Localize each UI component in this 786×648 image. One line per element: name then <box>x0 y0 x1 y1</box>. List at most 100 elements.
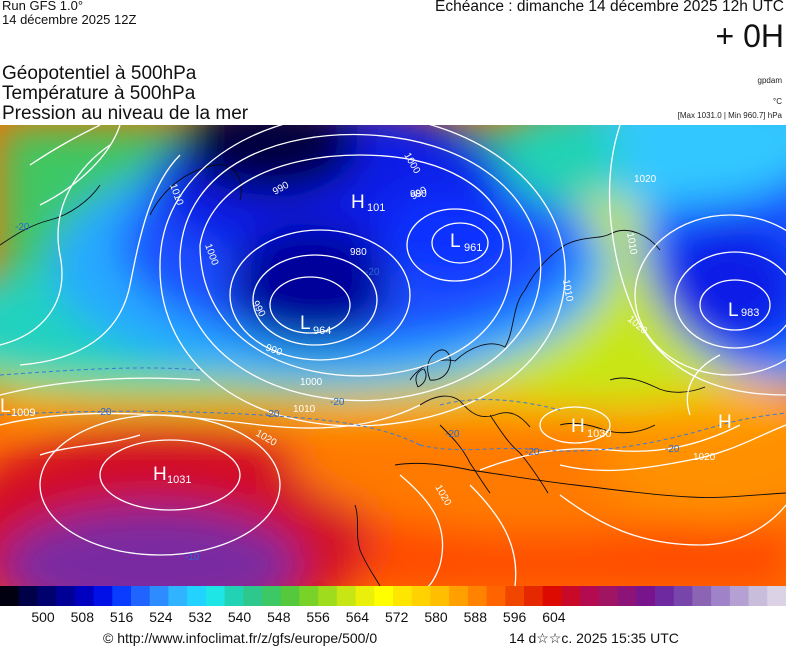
color-scale-tick: 588 <box>463 609 487 625</box>
center-high-value: 1031 <box>167 474 191 486</box>
isobar-label: 1020 <box>634 174 657 185</box>
color-scale-tick: 556 <box>306 609 330 625</box>
color-swatch <box>449 586 469 606</box>
isotherm-label: -20 <box>15 222 30 233</box>
isotherm-label: -20 <box>665 444 680 455</box>
isobar-label: 1010 <box>293 404 316 415</box>
isobar-label: 1010 <box>624 232 639 256</box>
run-date-label: 14 décembre 2025 12Z <box>2 12 137 27</box>
isotherm-label: -10 <box>185 552 200 563</box>
color-swatch <box>336 586 357 606</box>
isotherm-labels: -20 -20 -20 -20 -20 -10 -20 -20 -20 <box>15 222 680 563</box>
color-swatch <box>0 586 20 606</box>
color-swatch <box>74 586 95 606</box>
color-swatch <box>355 586 375 606</box>
color-swatch <box>580 586 600 606</box>
unit-gpdam: gpdam <box>757 76 782 85</box>
color-swatch <box>561 586 581 606</box>
color-swatch <box>748 586 768 606</box>
color-swatch <box>655 586 675 606</box>
center-high-label: H <box>351 192 365 213</box>
color-swatch <box>598 586 619 606</box>
isotherm-label: -20 <box>445 429 460 440</box>
color-scale-tick: 500 <box>31 609 55 625</box>
generation-date: 14 d☆☆c. 2025 15:35 UTC <box>509 630 679 646</box>
center-high-value: 101 <box>367 202 385 214</box>
color-swatch <box>205 586 226 606</box>
color-swatch <box>393 586 413 606</box>
center-high-value: 1030 <box>587 428 611 440</box>
isotherm-label: -20 <box>330 397 345 408</box>
color-swatch <box>262 586 282 606</box>
color-scale-bar <box>0 586 786 606</box>
center-low-label: L <box>0 396 11 417</box>
center-low-label: L <box>300 313 311 334</box>
color-swatch <box>617 586 637 606</box>
isobar-label: 1000 <box>300 377 323 388</box>
color-scale-tick: 548 <box>267 609 291 625</box>
color-scale-tick: 508 <box>70 609 94 625</box>
center-low-value: 964 <box>313 325 331 337</box>
color-swatch <box>37 586 57 606</box>
isotherm-label: -20 <box>525 447 540 458</box>
isotherm-label: -20 <box>97 407 112 418</box>
isobar-label: 980 <box>410 189 427 200</box>
weather-map: H 101 L 961 L 964 L 983 L 1009 H 1031 H … <box>0 125 786 586</box>
color-swatch <box>729 586 750 606</box>
color-swatch <box>56 586 76 606</box>
title-temperature: Température à 500hPa <box>2 83 196 104</box>
isobar-label: 980 <box>350 247 367 258</box>
color-swatch <box>542 586 563 606</box>
title-pressure: Pression au niveau de la mer <box>2 103 249 124</box>
color-swatch <box>524 586 544 606</box>
color-scale-tick: 524 <box>149 609 173 625</box>
center-low-label: L <box>728 300 739 321</box>
pressure-max-min: [Max 1031.0 | Min 960.7] hPa <box>677 111 782 120</box>
unit-celsius: °C <box>773 97 782 106</box>
isobar-label: 1010 <box>560 279 575 303</box>
color-swatch <box>93 586 113 606</box>
color-scale-tick: 532 <box>188 609 212 625</box>
color-swatch <box>505 586 525 606</box>
color-swatch <box>318 586 338 606</box>
isobars <box>0 125 786 586</box>
center-low-value: 961 <box>464 242 482 254</box>
lead-time: + 0H <box>715 18 784 54</box>
color-swatch <box>374 586 394 606</box>
source-url[interactable]: © http://www.infoclimat.fr/z/gfs/europe/… <box>103 630 378 646</box>
title-geopotential: Géopotentiel à 500hPa <box>2 63 197 84</box>
color-swatch <box>112 586 132 606</box>
center-high-label: H <box>153 464 167 485</box>
center-low-value: 983 <box>741 307 759 319</box>
color-scale-tick: 540 <box>227 609 252 625</box>
isotherm-label: -20 <box>265 409 280 420</box>
isotherm-label: -20 <box>365 267 380 278</box>
isobar-label: 1020 <box>693 452 716 463</box>
color-swatch <box>767 586 786 606</box>
isotherms <box>0 367 786 452</box>
color-swatch <box>131 586 151 606</box>
center-high-label: H <box>571 416 585 437</box>
run-model-label: Run GFS 1.0° <box>2 0 84 13</box>
color-scale-tick: 572 <box>385 609 409 625</box>
color-swatch <box>467 586 488 606</box>
color-swatch <box>168 586 188 606</box>
color-swatch <box>243 586 263 606</box>
color-swatch <box>692 586 712 606</box>
color-swatch <box>149 586 170 606</box>
color-swatch <box>299 586 319 606</box>
center-high-label: H <box>718 412 732 433</box>
color-swatch <box>187 586 207 606</box>
color-scale-tick: 564 <box>345 609 370 625</box>
color-swatch <box>430 586 450 606</box>
forecast-valid-time: Echéance : dimanche 14 décembre 2025 12h… <box>435 0 784 15</box>
color-scale-tick: 580 <box>424 609 448 625</box>
color-swatch <box>711 586 731 606</box>
color-swatch <box>486 586 506 606</box>
color-swatch <box>18 586 39 606</box>
color-swatch <box>636 586 656 606</box>
color-swatch <box>224 586 244 606</box>
center-low-value: 1009 <box>11 407 35 419</box>
pressure-centers: H 101 L 961 L 964 L 983 L 1009 H 1031 H … <box>0 192 759 486</box>
color-swatch <box>673 586 694 606</box>
